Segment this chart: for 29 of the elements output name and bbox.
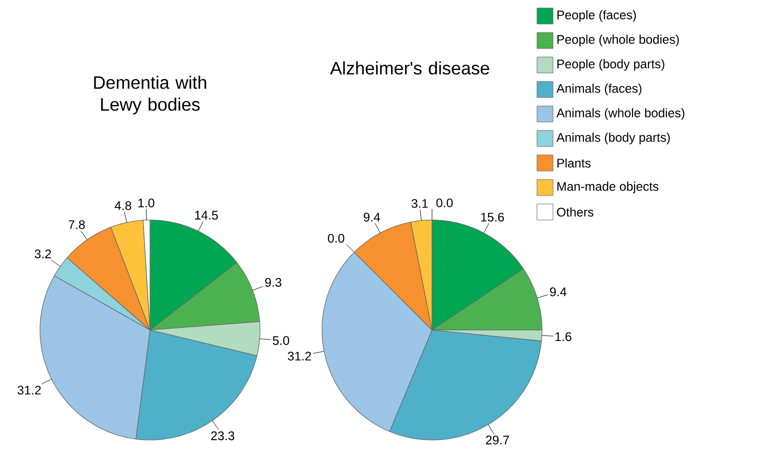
- legend-label: Animals (body parts): [556, 132, 670, 144]
- data-label: 1.0: [138, 198, 154, 208]
- data-label: 4.8: [114, 201, 132, 210]
- legend-label: Others: [556, 207, 594, 217]
- data-label: 15.6: [481, 212, 504, 222]
- text: 0.0: [436, 198, 453, 208]
- data-label: 3.1: [412, 199, 428, 208]
- data-label: 7.8: [68, 220, 85, 230]
- data-label: 9.4: [364, 212, 380, 222]
- legend-label: People (body parts): [557, 59, 664, 71]
- data-label: 31.2: [288, 352, 311, 361]
- data-label: 5.0: [272, 336, 290, 345]
- data-label: 31.2: [18, 386, 41, 395]
- legend-label: People (faces): [557, 10, 636, 22]
- data-label: 23.3: [211, 431, 234, 440]
- slice-label: Dementia with Lewy bodies: [94, 76, 206, 114]
- data-label: 14.5: [195, 210, 218, 220]
- data-label: 1.6: [556, 332, 572, 342]
- legend-label: People (whole bodies): [557, 34, 679, 46]
- legend-label: Man-made objects: [557, 182, 658, 194]
- slice-label: Alzheimer's disease: [330, 61, 490, 75]
- legend-label: Animals (whole bodies): [556, 108, 684, 120]
- data-label: 29.7: [486, 436, 509, 444]
- data-label: 3.2: [34, 250, 51, 258]
- legend-label: Plants: [557, 158, 591, 168]
- text: 0.0: [328, 234, 344, 243]
- data-label: 9.3: [265, 278, 282, 287]
- legend-label: Animals (faces): [556, 84, 642, 96]
- data-label: 9.4: [550, 287, 566, 296]
